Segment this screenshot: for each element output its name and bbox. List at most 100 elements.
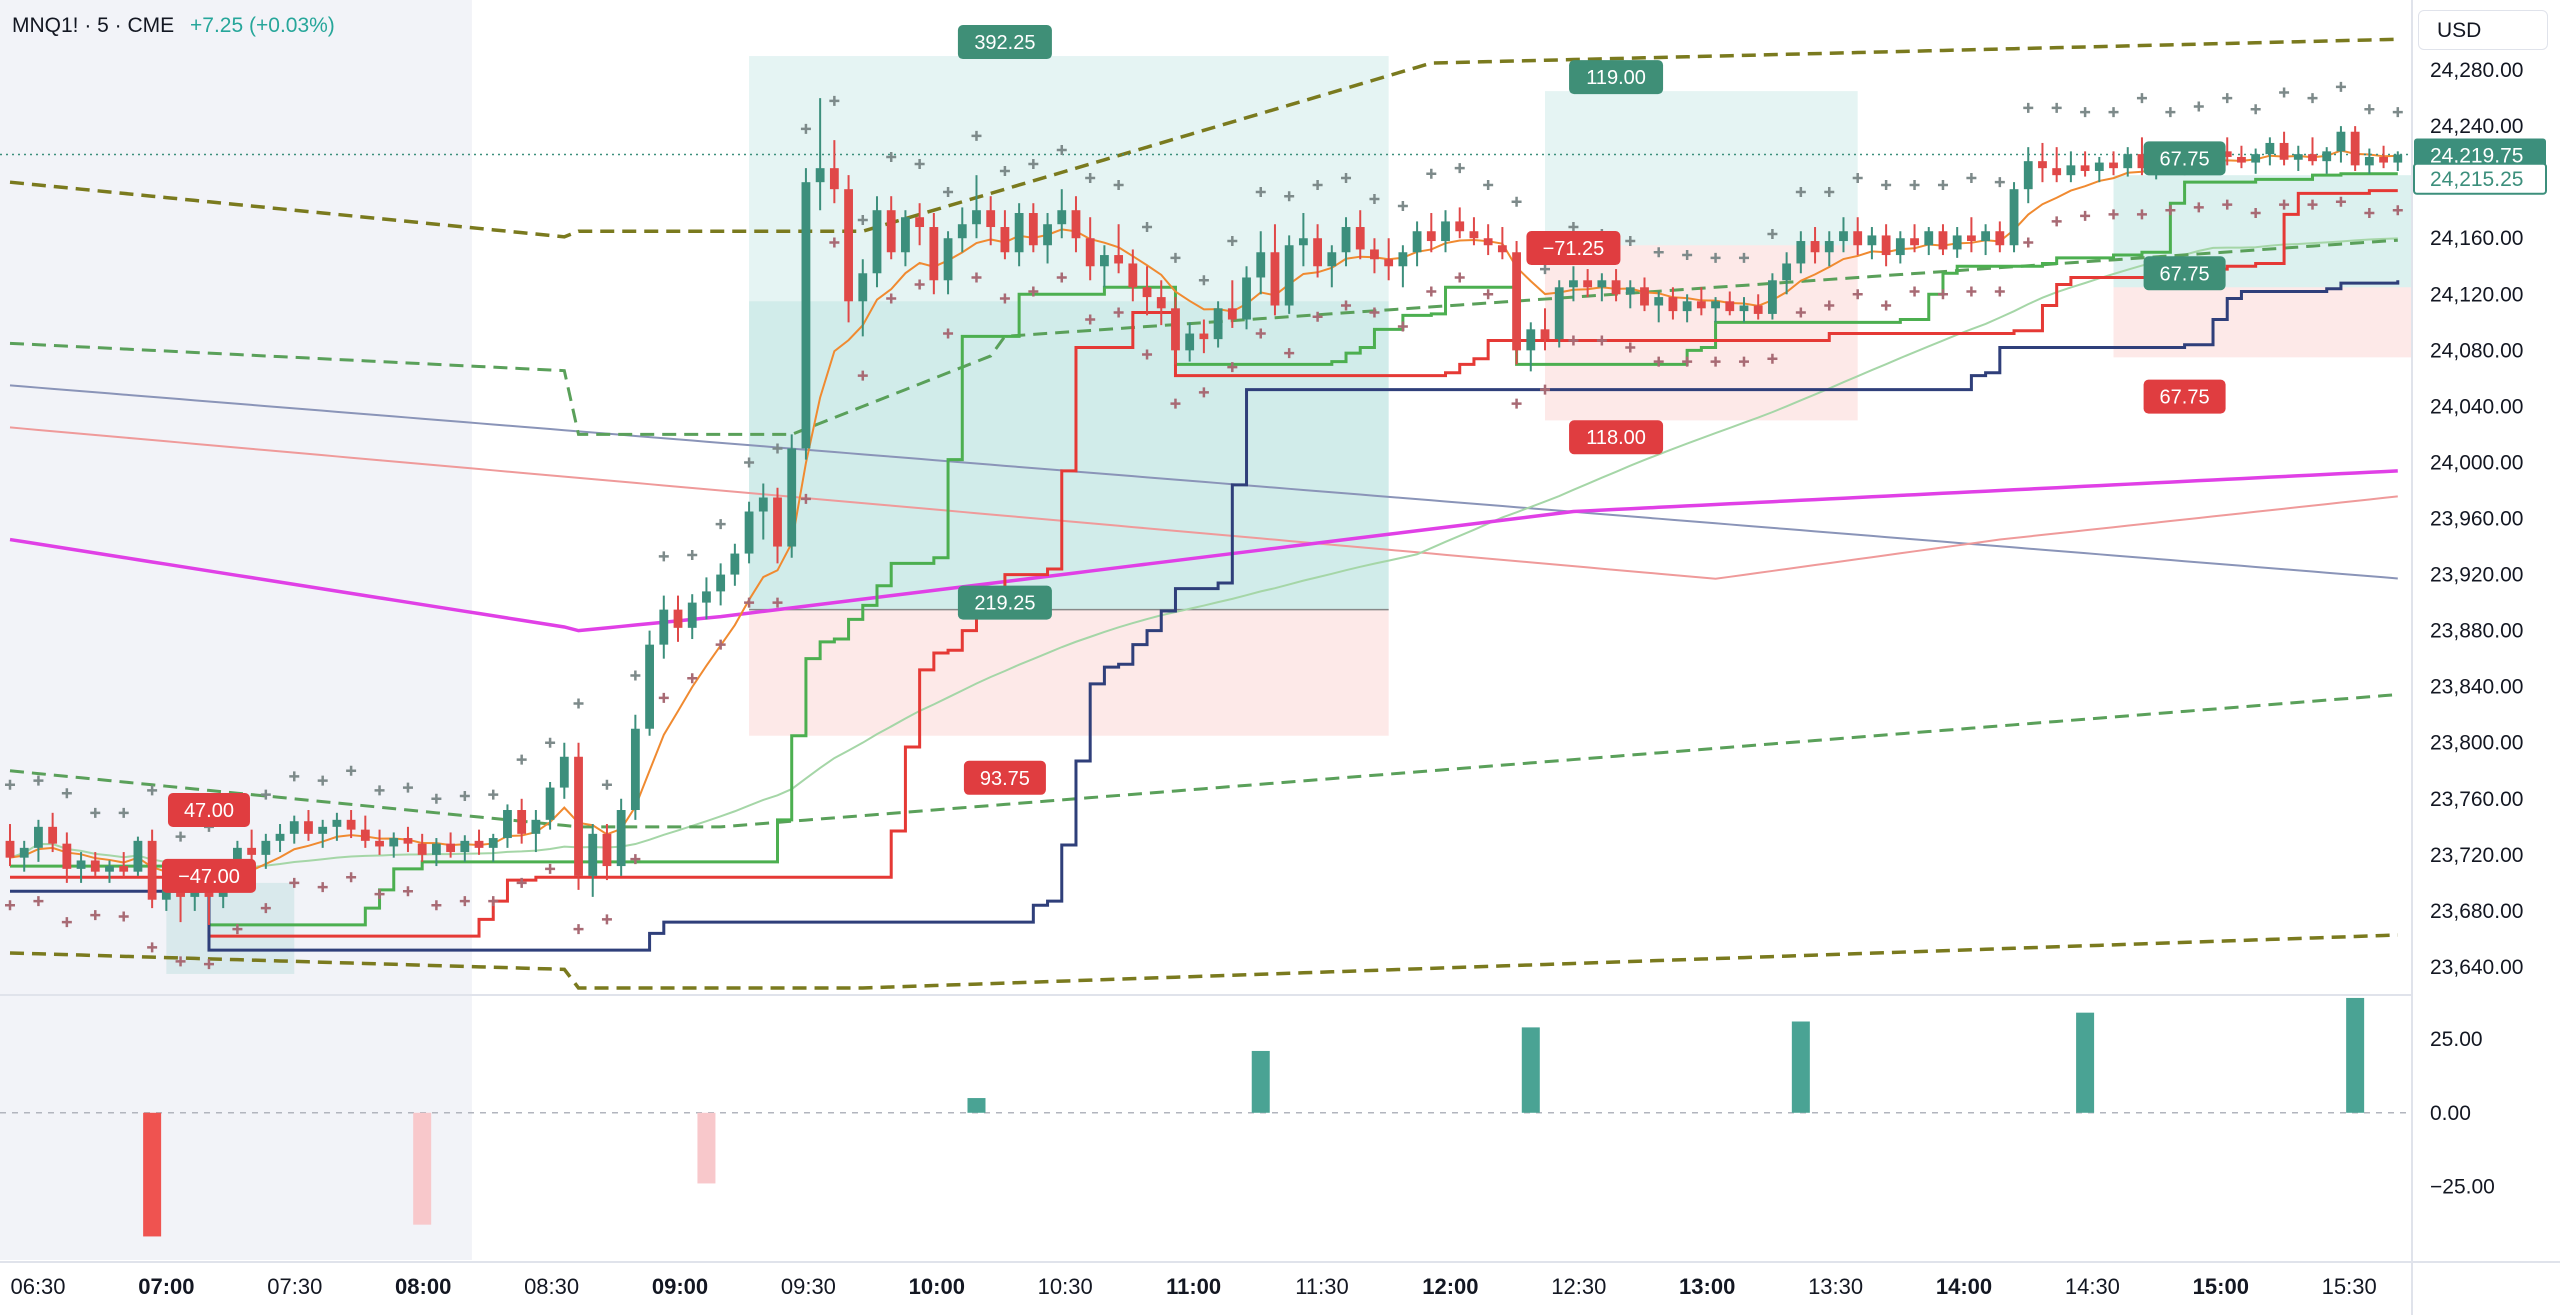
- price-tick-label: 23,920.00: [2430, 564, 2523, 587]
- candle-body: [403, 838, 413, 844]
- candle-body: [431, 843, 441, 855]
- candle: [346, 810, 356, 839]
- sar-marker: [1454, 163, 1465, 174]
- candle-body: [247, 847, 257, 855]
- symbol-header[interactable]: MNQ1! · 5 · CME +7.25 (+0.03%): [12, 14, 335, 38]
- candle: [332, 812, 342, 841]
- sar-marker: [715, 519, 726, 530]
- candle: [34, 819, 43, 862]
- candle-body: [1043, 224, 1052, 246]
- candle-body: [1142, 287, 1152, 298]
- candle: [716, 563, 726, 606]
- candle-body: [1256, 252, 1266, 278]
- time-axis[interactable]: 06:30 07:00 07:30 08:00 08:30 09:00 09:30 10:00…: [0, 1261, 2560, 1299]
- price-tick-label: 23,880.00: [2430, 620, 2523, 643]
- sar-marker: [2392, 205, 2403, 216]
- sar-marker: [744, 457, 755, 468]
- candle-body: [48, 826, 58, 844]
- candle: [360, 815, 370, 848]
- candle-body: [1753, 305, 1763, 314]
- sar-marker: [1568, 222, 1579, 233]
- candle-body: [2322, 151, 2332, 162]
- candle-body: [2364, 156, 2374, 166]
- position-label: 392.25: [957, 25, 1052, 60]
- candle: [2052, 147, 2062, 183]
- candle-body: [1483, 238, 1493, 246]
- sar-marker: [886, 293, 897, 304]
- symbol-label[interactable]: MNQ1! · 5 · CME: [12, 14, 175, 37]
- candle: [1654, 291, 1664, 323]
- sar-marker: [1142, 349, 1153, 360]
- candle: [2137, 137, 2147, 176]
- candle-body: [844, 189, 853, 302]
- sar-marker: [2335, 81, 2346, 92]
- sar-marker: [1852, 289, 1863, 300]
- candle: [2336, 126, 2346, 163]
- sar-marker: [402, 782, 413, 793]
- candle: [2109, 151, 2118, 176]
- sar-marker: [2193, 202, 2204, 213]
- candle-body: [2265, 142, 2275, 155]
- candle: [147, 829, 157, 909]
- candle-body: [1000, 227, 1010, 253]
- sar-marker: [1824, 186, 1835, 197]
- candle-body: [76, 860, 86, 869]
- sar-marker: [1085, 172, 1096, 183]
- price-axis-bg: [2412, 0, 2560, 1260]
- position-label-text: 67.75: [2160, 387, 2210, 409]
- candle: [1995, 221, 2005, 253]
- sar-marker: [1028, 158, 1039, 169]
- candle-body: [2038, 161, 2047, 169]
- sar-marker: [2250, 104, 2261, 115]
- candle-body: [1611, 280, 1621, 295]
- candle: [1142, 266, 1152, 316]
- candle-body: [1412, 231, 1422, 253]
- sar-marker: [488, 896, 499, 907]
- sar-marker: [1937, 289, 1948, 300]
- candle: [275, 824, 285, 853]
- candle: [105, 860, 114, 883]
- sar-marker: [1937, 179, 1948, 190]
- sar-marker: [431, 900, 442, 911]
- price-tick-label: 24,240.00: [2430, 115, 2523, 138]
- sar-marker: [2279, 199, 2290, 210]
- candle-body: [2237, 156, 2246, 163]
- candle-body: [1370, 249, 1379, 260]
- currency-selector[interactable]: USD: [2418, 10, 2548, 50]
- candle: [1853, 217, 1863, 256]
- candle-body: [318, 826, 328, 834]
- candle: [1910, 224, 1919, 253]
- candle: [858, 259, 868, 337]
- sar-marker: [516, 754, 527, 765]
- candle-body: [133, 840, 143, 872]
- price-axis[interactable]: 24,280.0024,240.0024,200.0024,160.0024,1…: [2411, 0, 2560, 1315]
- candle-body: [19, 847, 29, 858]
- position-label-bg: [161, 858, 256, 893]
- position-label-bg: [1569, 420, 1664, 455]
- candle: [588, 824, 598, 897]
- candle-body: [886, 210, 896, 253]
- candle: [304, 810, 313, 841]
- candle: [1412, 221, 1422, 267]
- candle: [1227, 280, 1237, 328]
- oscillator-bar: [697, 1112, 716, 1184]
- sar-marker: [1255, 186, 1266, 197]
- candle-body: [957, 224, 967, 239]
- price-tick-label: 23,760.00: [2430, 788, 2523, 811]
- sar-marker: [1284, 348, 1295, 359]
- slow-ma-green: [9, 237, 2398, 870]
- candle: [2222, 137, 2232, 166]
- sar-marker: [1824, 300, 1835, 311]
- candle-body: [702, 591, 711, 603]
- candle-body: [488, 838, 498, 848]
- oscillator-bar: [143, 1112, 162, 1237]
- candle-body: [531, 819, 541, 834]
- sar-marker: [943, 328, 954, 339]
- sar-marker: [1738, 356, 1749, 367]
- candle-body: [1441, 221, 1450, 242]
- trail-navy: [10, 280, 2400, 952]
- candle: [261, 833, 271, 869]
- position-label-text: 47.00: [184, 800, 234, 822]
